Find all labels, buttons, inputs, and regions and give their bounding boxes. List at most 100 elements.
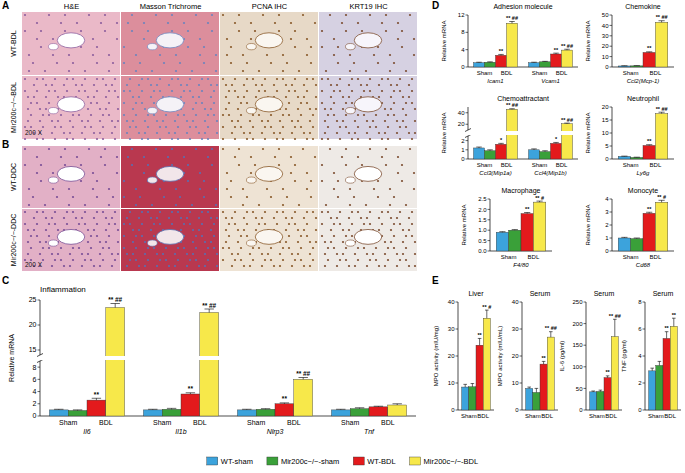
nucleus [93,132,95,134]
nucleus [104,148,106,150]
micrograph [319,76,417,140]
nucleus [186,217,188,219]
nucleus [226,172,228,174]
nucleus [48,235,50,237]
duct [147,108,157,114]
error-line [115,304,116,308]
nucleus [195,114,197,116]
nucleus [369,14,371,16]
nucleus [333,114,335,116]
y-tick-label: 15 [602,117,609,123]
y-axis-label: Relative mRNA [441,112,447,153]
significance: ** [282,395,288,402]
nucleus [390,96,392,98]
nucleus [240,114,242,116]
bar [618,156,630,159]
nucleus [246,211,248,213]
nucleus [279,253,281,255]
nucleus [72,138,74,140]
nucleus [315,108,317,110]
nucleus [207,211,209,213]
nucleus [126,84,128,86]
nucleus [199,188,201,190]
nucleus [216,253,218,255]
x-category-label: Ccl3(Mip1a) [479,170,511,176]
nucleus [408,84,410,86]
y-tick [488,240,491,241]
nucleus [348,84,350,86]
y-tick [610,67,613,68]
nucleus [87,96,89,98]
error-bar [355,407,364,409]
bar [474,148,485,159]
nucleus [187,46,189,48]
y-axis-line [612,15,613,67]
nucleus [135,259,137,261]
nucleus [108,235,110,237]
error-bar [527,387,531,388]
nucleus [225,108,227,110]
micrograph [121,76,219,140]
x-sub-label: BDL [650,70,662,76]
y-tick [466,159,469,160]
break-band [41,356,417,360]
nucleus [375,114,377,116]
micrograph [220,76,318,140]
nucleus [201,138,203,140]
nucleus [378,265,380,267]
nucleus [123,196,125,198]
error-bar [650,368,654,371]
nucleus [345,30,347,32]
nucleus [96,211,98,213]
y-axis-line [468,107,469,130]
bar [663,338,670,410]
nucleus [42,247,44,249]
nucleus [192,108,194,110]
nucleus [207,78,209,80]
error-cap [355,407,364,408]
error-line [465,384,466,387]
micrograph-bg [220,146,318,208]
error-bar [634,238,640,240]
nucleus [147,78,149,80]
nucleus [33,217,35,219]
nucleus [330,229,332,231]
nucleus [243,96,245,98]
nucleus [33,229,35,231]
y-tick-label: 8 [461,29,465,35]
nucleus [327,138,329,140]
nucleus [255,229,257,231]
nucleus [39,120,41,122]
nucleus [354,120,356,122]
nucleus [201,223,203,225]
nucleus [72,126,74,128]
nucleus [294,164,296,166]
nucleus [372,253,374,255]
nucleus [243,132,245,134]
error-cap [535,388,539,389]
nucleus [186,84,188,86]
error-cap [393,403,402,404]
error-line [543,361,544,364]
error-cap [564,123,570,124]
nucleus [45,229,47,231]
nucleus [333,38,335,40]
bar [526,388,533,410]
bar [350,409,369,416]
x-sub-label: Sham [341,419,359,426]
significance: ** [647,45,652,51]
nucleus [163,196,165,198]
y-axis-label: MPO activity (mIU/mg) [433,326,439,386]
y-tick-label: 0 [461,156,465,162]
nucleus [231,265,233,267]
nucleus [191,70,193,72]
nucleus [141,90,143,92]
error-cap [509,108,515,109]
nucleus [114,211,116,213]
nucleus [189,223,191,225]
micrograph-bg [319,209,417,271]
error-cap [498,54,504,55]
nucleus [312,138,314,140]
y-tick-label: 20 [512,353,519,359]
nucleus [64,14,66,16]
